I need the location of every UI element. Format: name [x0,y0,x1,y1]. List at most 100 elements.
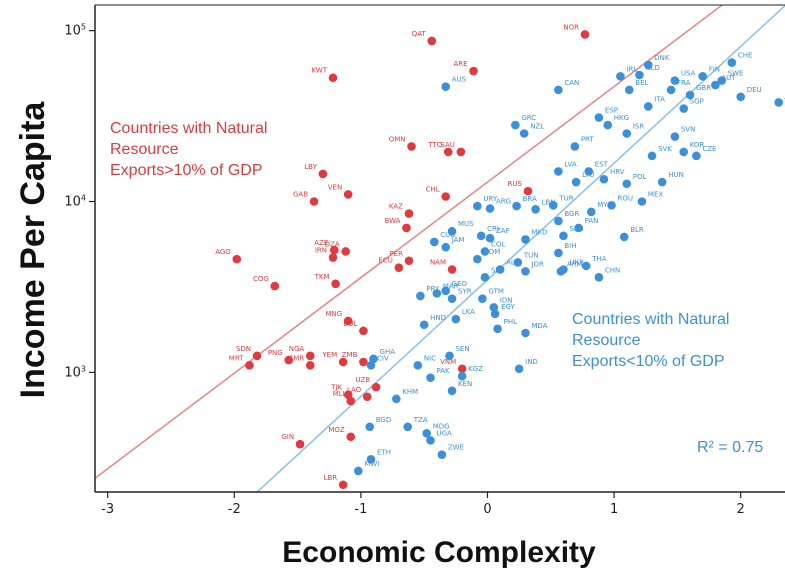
point-label: SVK [658,145,672,153]
point-png [284,355,294,365]
point-lbr [338,480,348,490]
point-mda [521,328,530,338]
point-syr [447,294,457,303]
point-label: MNG [326,310,343,318]
point-idn [489,303,499,312]
point-sen [445,351,454,361]
point-label: COL [491,240,505,248]
point-tha [581,261,591,271]
point-label: ROU [618,194,634,202]
point-label: HKG [614,114,629,122]
point-label: VNM [440,358,456,366]
point-label: SRB [569,225,583,233]
point-kor [679,147,689,157]
point-fin [698,72,708,81]
point-label: FIN [709,65,720,73]
point-ecu [394,263,404,272]
y-tick-label: 105 [64,23,86,39]
point-label: IDN [500,296,513,304]
point-label: UGA [437,429,453,437]
x-tick-label: 0 [483,502,491,517]
point-label: AGO [215,248,231,256]
point-kgz [457,371,467,381]
point-geo [441,286,450,296]
point-gha [369,354,378,364]
point-label: PER [389,250,403,258]
point-rou [607,201,616,210]
point-label: BRA [523,195,537,203]
point-label: TKM [314,273,330,281]
point-label: GEO [452,280,468,288]
point-label: QAT [412,30,427,38]
point-label: HUN [668,171,684,179]
point-nor [580,30,590,39]
fit-line-low [256,5,785,492]
point-label: GIN [281,433,294,441]
point-cri [476,231,486,241]
x-tick-label: 1 [610,502,618,517]
fit-line-high [95,5,724,479]
point-svn [670,132,680,141]
point-label: EST [595,160,609,168]
point-gtm [478,294,487,303]
point-dnk [643,60,653,70]
point-label: DEU [747,86,762,94]
point-can [554,85,563,95]
point-deu [736,92,745,102]
point-label: ARE [453,60,467,68]
point-alb [495,265,505,274]
point-label: JAM [451,236,465,244]
point-label: BEL [635,79,648,87]
point-label: GAB [293,191,308,199]
point-mar [432,289,442,298]
point-bol [359,326,368,336]
annotation-low-resource: Countries with Natural Resource Exports<10… [572,311,729,370]
point-label: MUS [458,220,474,228]
fit-lines [95,5,785,492]
point-label: URY [483,195,498,203]
point-mli [346,396,356,406]
x-tick-label: -3 [101,502,114,517]
point-irl [616,72,625,81]
point-tur [549,201,558,210]
point-label: NLD [645,64,660,72]
point-label: ZAF [496,227,510,235]
point-arg [485,204,495,213]
point-isr [622,129,632,138]
point-omn [407,142,416,151]
point-khm [392,394,401,404]
point-label: SEN [455,345,469,353]
annotation-line: Resource [110,141,179,158]
point-gab [309,197,319,206]
y-tick-label: 103 [64,364,86,380]
point-aze [329,245,339,255]
point-label: COG [253,275,269,283]
point-ita [643,102,653,111]
point-label: AZE [314,239,328,247]
point-kwt [328,73,338,83]
point-bgd [365,422,375,432]
point-aus [441,82,450,91]
r-squared-label: R² = 0.75 [697,439,763,456]
point-label: BIH [564,242,576,250]
point-label: ITA [654,95,665,103]
point-chn [594,273,604,282]
point-sgp [679,104,689,113]
point-che [727,58,737,67]
point-arm [556,267,566,276]
point-label: BWA [385,217,401,225]
point-pan [574,223,583,233]
point-kaz [404,209,414,218]
point-tza [403,422,413,432]
point-bih [554,248,563,258]
point-bel [624,85,634,95]
point-label: POL [633,173,647,181]
point-hnd [419,320,429,330]
point-label: PNG [268,349,283,357]
point-label: GHA [380,348,396,356]
point-mys [586,207,596,217]
point-label: ECU [378,257,392,265]
y-tick-label: 104 [64,194,86,210]
point-label: SDN [236,345,251,353]
